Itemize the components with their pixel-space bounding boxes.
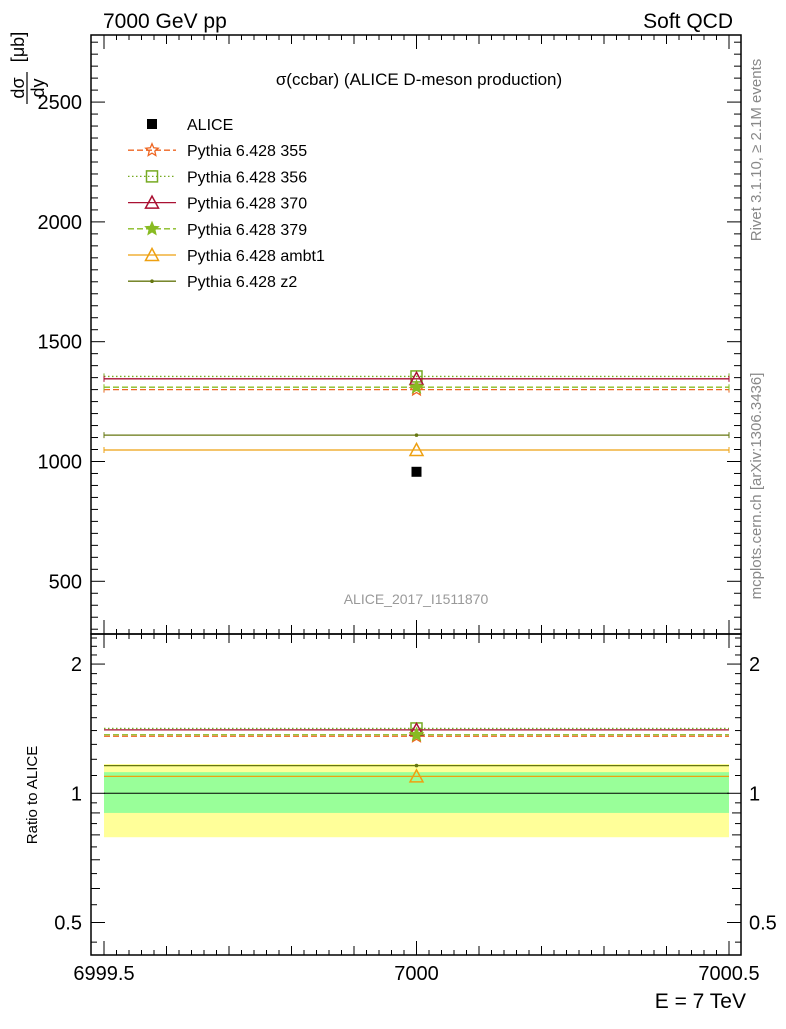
legend-entry: Pythia 6.428 356 <box>128 169 307 186</box>
y-axis-label-unit: [μb] <box>8 32 28 62</box>
y-tick-label: 2000 <box>38 212 83 234</box>
legend-entry: ALICE <box>147 117 233 134</box>
mcplots-text: mcplots.cern.ch [arXiv:1306.3436] <box>748 373 765 600</box>
x-axis-label: E = 7 TeV <box>655 990 746 1013</box>
ratio-band-inner <box>104 772 729 813</box>
series-marker <box>408 379 425 394</box>
y-axis-label-numerator: dσ <box>8 77 28 98</box>
legend-marker <box>144 220 160 236</box>
ratio-tick-label-right: 2 <box>749 654 760 676</box>
legend-label: Pythia 6.428 356 <box>187 169 307 186</box>
ratio-tick-label-right: 0.5 <box>749 912 777 934</box>
legend-marker <box>147 119 157 129</box>
header-left: 7000 GeV pp <box>103 10 227 33</box>
legend-entry: Pythia 6.428 379 <box>128 220 307 239</box>
legend-marker <box>144 246 160 262</box>
legend-label: ALICE <box>187 117 233 134</box>
x-tick-label: 7000.5 <box>698 963 759 985</box>
legend-marker <box>145 170 159 183</box>
main-series <box>103 370 730 477</box>
ratio-tick-label-left: 1 <box>71 783 82 805</box>
series-marker <box>408 441 425 457</box>
axis-ticks <box>91 35 741 955</box>
legend-label: Pythia 6.428 ambt1 <box>187 248 325 265</box>
legend-entry: Pythia 6.428 370 <box>128 194 307 213</box>
ratio-series-marker <box>408 768 425 783</box>
y-axis-label-denominator: dy <box>28 78 48 97</box>
x-tick-label: 6999.5 <box>73 963 134 985</box>
analysis-watermark: ALICE_2017_I1511870 <box>344 591 489 607</box>
legend-label: Pythia 6.428 355 <box>187 143 307 160</box>
legend-label: Pythia 6.428 379 <box>187 222 307 239</box>
legend-label: Pythia 6.428 z2 <box>187 274 297 291</box>
y-tick-label: 2500 <box>38 92 83 114</box>
legend-marker <box>144 194 160 209</box>
ratio-y-axis-label: Ratio to ALICE <box>24 746 41 844</box>
legend-marker <box>144 142 160 157</box>
y-tick-label: 1500 <box>38 332 83 354</box>
header-right: Soft QCD <box>643 10 733 33</box>
ratio-series <box>104 721 729 794</box>
ratio-tick-label-left: 2 <box>71 654 82 676</box>
legend-marker <box>150 279 154 284</box>
y-axis-label: dσ dy [μb] <box>8 32 48 104</box>
series-marker <box>414 433 419 437</box>
rivet-version-text: Rivet 3.1.10, ≥ 2.1M events <box>748 59 765 242</box>
y-tick-label: 1000 <box>38 451 83 473</box>
ratio-series-marker <box>414 763 419 768</box>
legend-entry: Pythia 6.428 355 <box>128 142 307 160</box>
x-tick-label: 7000 <box>394 963 439 985</box>
legend: ALICE Pythia 6.428 355 Pythia 6.428 356 Pyt… <box>128 117 325 291</box>
y-tick-label: 500 <box>49 571 82 593</box>
ratio-tick-label-left: 0.5 <box>54 912 82 934</box>
ratio-series-marker <box>408 726 425 742</box>
ratio-tick-label-right: 1 <box>749 783 760 805</box>
legend-entry: Pythia 6.428 ambt1 <box>128 246 325 265</box>
legend-label: Pythia 6.428 370 <box>187 196 307 213</box>
ratio-bands <box>104 764 729 838</box>
alice-data-point <box>411 466 422 477</box>
legend-entry: Pythia 6.428 z2 <box>128 274 297 291</box>
chart-title: σ(ccbar) (ALICE D-meson production) <box>276 70 562 89</box>
tick-labels: 500 1000 1500 2000 2500 0.5 0.5 1 1 2 2 6999.5 7000 7… <box>38 92 777 985</box>
